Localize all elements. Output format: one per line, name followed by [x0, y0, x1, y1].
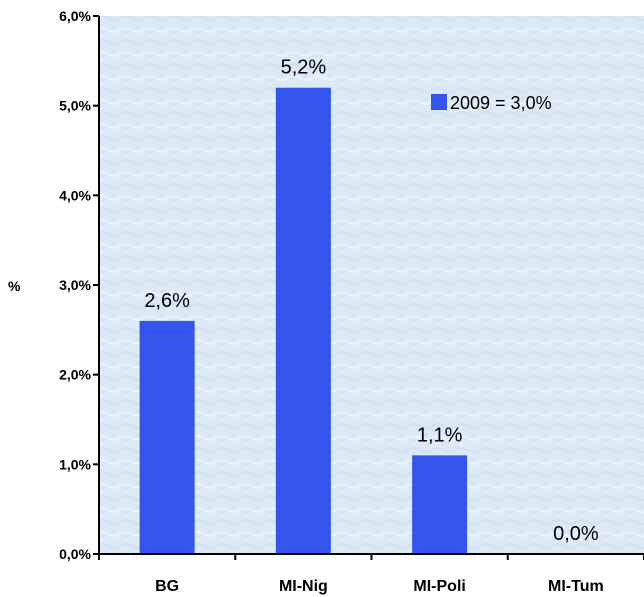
x-tick-label: MI-Poli — [413, 578, 465, 595]
y-tick-label: 4,0% — [59, 187, 91, 203]
x-tick-label: MI-Tum — [548, 578, 604, 595]
data-label: 5,2% — [281, 57, 327, 79]
y-tick-label: 0,0% — [59, 546, 91, 562]
x-tick-label: BG — [155, 578, 179, 595]
data-label: 2,6% — [144, 290, 190, 312]
y-axis-label: % — [8, 278, 21, 294]
legend: 2009 = 3,0% — [431, 93, 552, 113]
x-tick-label: MI-Nig — [279, 578, 328, 595]
bar — [139, 320, 195, 554]
bar — [412, 455, 468, 554]
y-tick-label: 2,0% — [59, 367, 91, 383]
legend-swatch — [431, 94, 447, 110]
y-tick-label: 5,0% — [59, 98, 91, 114]
y-tick-label: 3,0% — [59, 277, 91, 293]
y-tick-label: 6,0% — [59, 8, 91, 24]
bar — [275, 87, 331, 554]
data-label: 1,1% — [417, 424, 463, 446]
legend-label: 2009 = 3,0% — [450, 93, 552, 113]
y-tick-label: 1,0% — [59, 456, 91, 472]
data-label: 0,0% — [553, 523, 599, 545]
